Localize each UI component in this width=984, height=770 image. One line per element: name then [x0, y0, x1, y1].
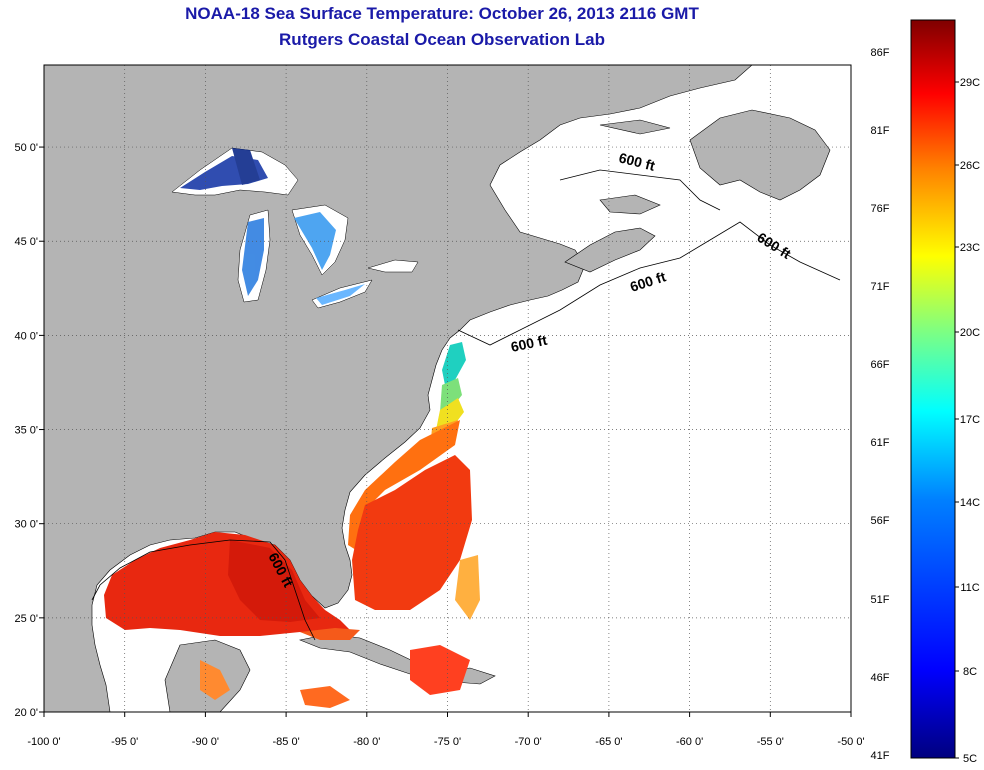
longitude-tick: -95 0': [111, 736, 138, 748]
longitude-tick: -90 0': [192, 736, 219, 748]
gulf-stream-sst-overlay: [104, 420, 480, 708]
contour-label: 600 ft: [509, 332, 548, 355]
600ft-contour-line: [457, 221, 841, 346]
latitude-tick: 30 0': [14, 519, 38, 531]
colorbar-c-label: 20C: [960, 327, 980, 339]
latitude-tick: 20 0': [14, 707, 38, 719]
latitude-tick: 35 0': [14, 425, 38, 437]
colorbar-f-label: 76F: [871, 203, 890, 215]
anticosti-land: [599, 119, 671, 135]
nova-scotia-land: [564, 227, 656, 273]
colorbar-c-label: 26C: [960, 160, 980, 172]
longitude-tick-labels: -100 0' -95 0' -90 0' -85 0' -80 0' -75 0' -70…: [27, 712, 865, 748]
north-america-land: [44, 65, 753, 712]
colorbar-c-label: 14C: [960, 497, 980, 509]
longitude-tick: -75 0': [434, 736, 461, 748]
map-subtitle: Rutgers Coastal Ocean Observation Lab: [279, 30, 605, 49]
600ft-contour-gulf: [91, 539, 316, 641]
latitude-tick: 50 0': [14, 142, 38, 154]
600ft-contour-line-north: [559, 169, 721, 211]
map-title: NOAA-18 Sea Surface Temperature: October…: [185, 4, 699, 23]
colorbar-f-label: 41F: [871, 750, 890, 762]
colorbar-c-label: 17C: [960, 414, 980, 426]
colorbar-f-label: 51F: [871, 594, 890, 606]
longitude-tick: -85 0': [273, 736, 300, 748]
colorbar-f-label: 46F: [871, 672, 890, 684]
longitude-tick: -60 0': [676, 736, 703, 748]
graticule: [44, 65, 851, 712]
colorbar-c-label: 5C: [963, 753, 977, 765]
colorbar-fahrenheit-labels: 86F 81F 76F 71F 66F 61F 56F 51F 46F 41F: [871, 47, 890, 762]
latitude-tick: 45 0': [14, 236, 38, 248]
longitude-tick: -65 0': [595, 736, 622, 748]
longitude-tick: -55 0': [757, 736, 784, 748]
colorbar-f-label: 61F: [871, 437, 890, 449]
latitude-tick-labels: 20 0' 25 0' 30 0' 35 0' 40 0' 45 0' 50 0': [14, 142, 44, 719]
pei-land: [599, 194, 661, 215]
newfoundland-land: [689, 109, 831, 201]
colorbar-c-label: 23C: [960, 242, 980, 254]
colorbar-c-label: 11C: [960, 582, 979, 594]
colorbar-f-label: 71F: [871, 281, 890, 293]
colorbar-f-label: 86F: [871, 47, 890, 59]
lake-sst-overlay: [180, 148, 365, 305]
longitude-tick: -80 0': [353, 736, 380, 748]
colorbar-f-label: 66F: [871, 359, 890, 371]
lake-ontario: [367, 259, 419, 273]
latitude-tick: 25 0': [14, 613, 38, 625]
colorbar-f-label: 81F: [871, 125, 890, 137]
longitude-tick: -50 0': [837, 736, 864, 748]
colorbar-c-label: 29C: [960, 77, 980, 89]
colorbar-celsius-labels: 29C 26C 23C 20C 17C 14C 11C 8C 5C: [955, 77, 980, 765]
longitude-tick: -100 0': [27, 736, 60, 748]
colorbar-c-label: 8C: [963, 666, 977, 678]
latitude-tick: 40 0': [14, 330, 38, 342]
longitude-tick: -70 0': [515, 736, 542, 748]
colorbar-f-label: 56F: [871, 515, 890, 527]
colorbar: [910, 19, 956, 759]
